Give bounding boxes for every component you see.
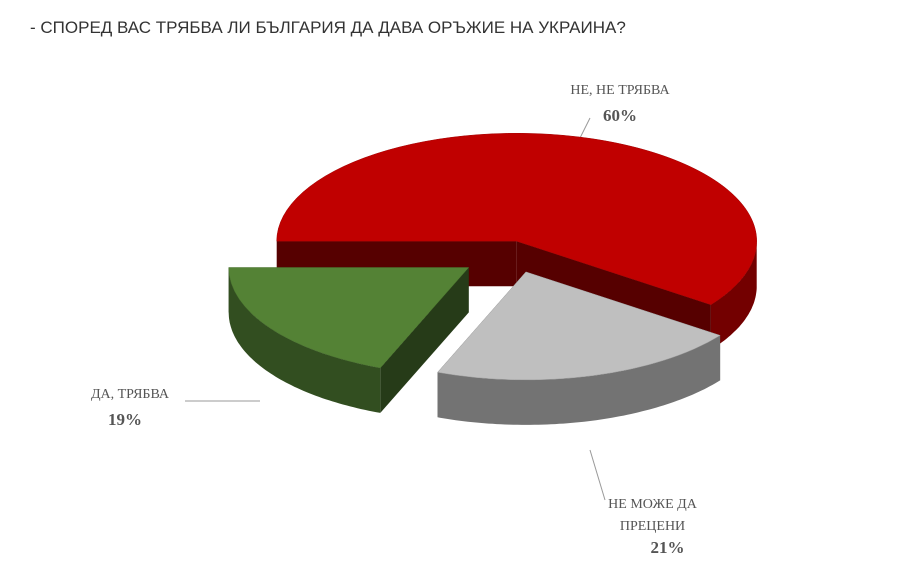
- slice-label: НЕ МОЖЕ ДА ПРЕЦЕНИ: [608, 497, 697, 534]
- slice: [228, 267, 470, 369]
- slice-wall: [710, 241, 757, 350]
- leader-line: [589, 449, 606, 501]
- slice-label: НЕ, НЕ ТРЯБВА: [570, 83, 670, 98]
- slice: [437, 271, 721, 381]
- value-label: 21%: [650, 538, 685, 557]
- slice: [276, 133, 757, 305]
- value-label: 60%: [603, 106, 637, 125]
- slice-wall: [228, 267, 381, 413]
- value-label: 19%: [108, 410, 142, 429]
- slice-wall: [437, 335, 721, 425]
- chart-title: - СПОРЕД ВАС ТРЯБВА ЛИ БЪЛГАРИЯ ДА ДАВА …: [30, 18, 626, 37]
- slice-label: ДА, ТРЯБВА: [90, 387, 170, 402]
